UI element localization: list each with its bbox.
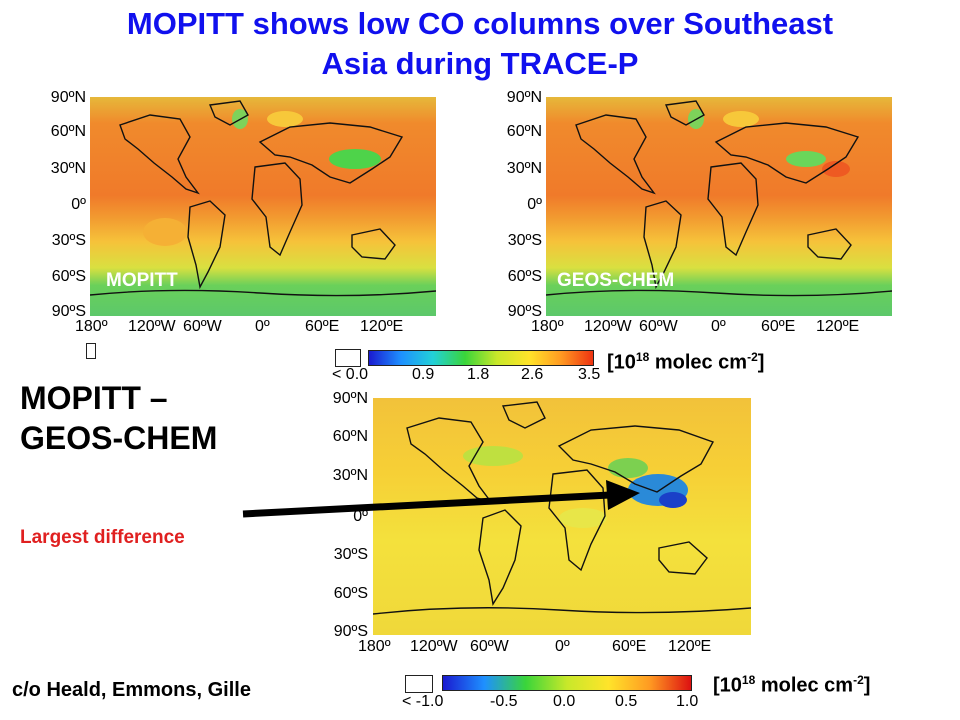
lon-tick: 180º: [358, 638, 391, 655]
colorbar-top-gradient: [368, 350, 594, 366]
lat-tick: 30ºN: [506, 160, 542, 177]
lon-tick: 120ºW: [584, 318, 632, 335]
mopitt-panel-label: MOPITT: [106, 270, 178, 291]
title-line-2: Asia during TRACE-P: [321, 46, 639, 81]
lon-tick: 60ºE: [305, 318, 340, 335]
colorbar-top-tick: 2.6: [521, 366, 544, 383]
unit-exponent-2: -2: [747, 350, 758, 364]
lat-tick: 30ºS: [51, 232, 86, 249]
colorbar-top-unit: [1018 molec cm-2]: [607, 350, 764, 375]
title-line-1: MOPITT shows low CO columns over Southea…: [126, 6, 834, 41]
colorbar-top-tick: < 0.0: [332, 366, 369, 383]
colorbar-top-tick: 1.8: [467, 366, 490, 383]
colorbar-bottom-swatch: [405, 675, 433, 693]
lon-tick: 180º: [531, 318, 564, 335]
lat-tick: 30ºN: [50, 160, 86, 177]
lon-tick: 60ºW: [639, 318, 678, 335]
lat-tick: 90ºN: [50, 89, 86, 106]
lat-tick: 0º: [527, 196, 542, 213]
lat-tick: 90ºN: [332, 390, 368, 407]
lat-tick: 0º: [353, 508, 368, 525]
lon-tick: 0º: [555, 638, 570, 655]
credit-line: c/o Heald, Emmons, Gille: [12, 679, 251, 701]
colorbar-bottom-unit: [1018 molec cm-2]: [713, 673, 870, 698]
unit-mid: molec cm: [649, 351, 748, 374]
colorbar-bottom-tick: 1.0: [676, 693, 699, 710]
unit-exponent: 18: [635, 350, 650, 364]
colorbar-top-tick: 3.5: [578, 366, 601, 383]
lon-tick: 120ºW: [128, 318, 176, 335]
difference-map: [373, 398, 751, 635]
lat-tick: 60ºN: [332, 428, 368, 445]
colorbar-bottom-tick: < -1.0: [402, 693, 444, 710]
largest-difference-label: Largest difference: [20, 527, 185, 548]
colorbar-bottom-tick: 0.0: [553, 693, 576, 710]
lon-tick: 60ºW: [470, 638, 509, 655]
lat-tick: 90ºS: [333, 623, 368, 640]
lat-tick: 30ºS: [333, 546, 368, 563]
lat-tick: 60ºS: [51, 268, 86, 285]
lon-tick: 120ºE: [668, 638, 712, 655]
placeholder-box-icon: [86, 343, 96, 359]
lat-tick: 60ºS: [333, 585, 368, 602]
lon-tick: 120ºE: [360, 318, 404, 335]
difference-title: MOPITT – GEOS-CHEM: [20, 378, 217, 458]
colorbar-bottom-gradient: [442, 675, 692, 691]
lat-tick: 0º: [71, 196, 86, 213]
colorbar-bottom-tick: 0.5: [615, 693, 638, 710]
lat-tick: 60ºS: [507, 268, 542, 285]
lon-tick: 120ºE: [816, 318, 860, 335]
lon-tick: 60ºE: [761, 318, 796, 335]
geos-map: [546, 97, 892, 316]
unit-suffix: ]: [863, 674, 871, 697]
geos-panel-label: GEOS-CHEM: [557, 270, 675, 291]
lat-tick: 90ºS: [507, 303, 542, 320]
lat-tick: 30ºN: [332, 467, 368, 484]
lon-tick: 0º: [255, 318, 270, 335]
unit-prefix: [10: [607, 351, 636, 374]
difference-title-line-2: GEOS-CHEM: [20, 420, 218, 456]
lon-tick: 60ºE: [612, 638, 647, 655]
slide-title: MOPITT shows low CO columns over Southea…: [0, 4, 960, 84]
difference-co-field: [373, 398, 751, 635]
unit-exponent-2: -2: [853, 673, 864, 687]
unit-suffix: ]: [757, 351, 765, 374]
unit-mid: molec cm: [755, 674, 854, 697]
lat-tick: 90ºS: [51, 303, 86, 320]
lat-tick: 30ºS: [507, 232, 542, 249]
colorbar-top-tick: 0.9: [412, 366, 435, 383]
lon-tick: 180º: [75, 318, 108, 335]
lat-tick: 60ºN: [506, 123, 542, 140]
lat-tick: 90ºN: [506, 89, 542, 106]
difference-title-line-1: MOPITT –: [20, 380, 168, 416]
unit-exponent: 18: [741, 673, 756, 687]
mopitt-map: [90, 97, 436, 316]
colorbar-bottom-tick: -0.5: [490, 693, 518, 710]
geos-co-field: [546, 97, 892, 316]
unit-prefix: [10: [713, 674, 742, 697]
lon-tick: 120ºW: [410, 638, 458, 655]
lon-tick: 0º: [711, 318, 726, 335]
mopitt-co-field: [90, 97, 436, 316]
colorbar-top-swatch: [335, 349, 361, 367]
lat-tick: 60ºN: [50, 123, 86, 140]
lon-tick: 60ºW: [183, 318, 222, 335]
